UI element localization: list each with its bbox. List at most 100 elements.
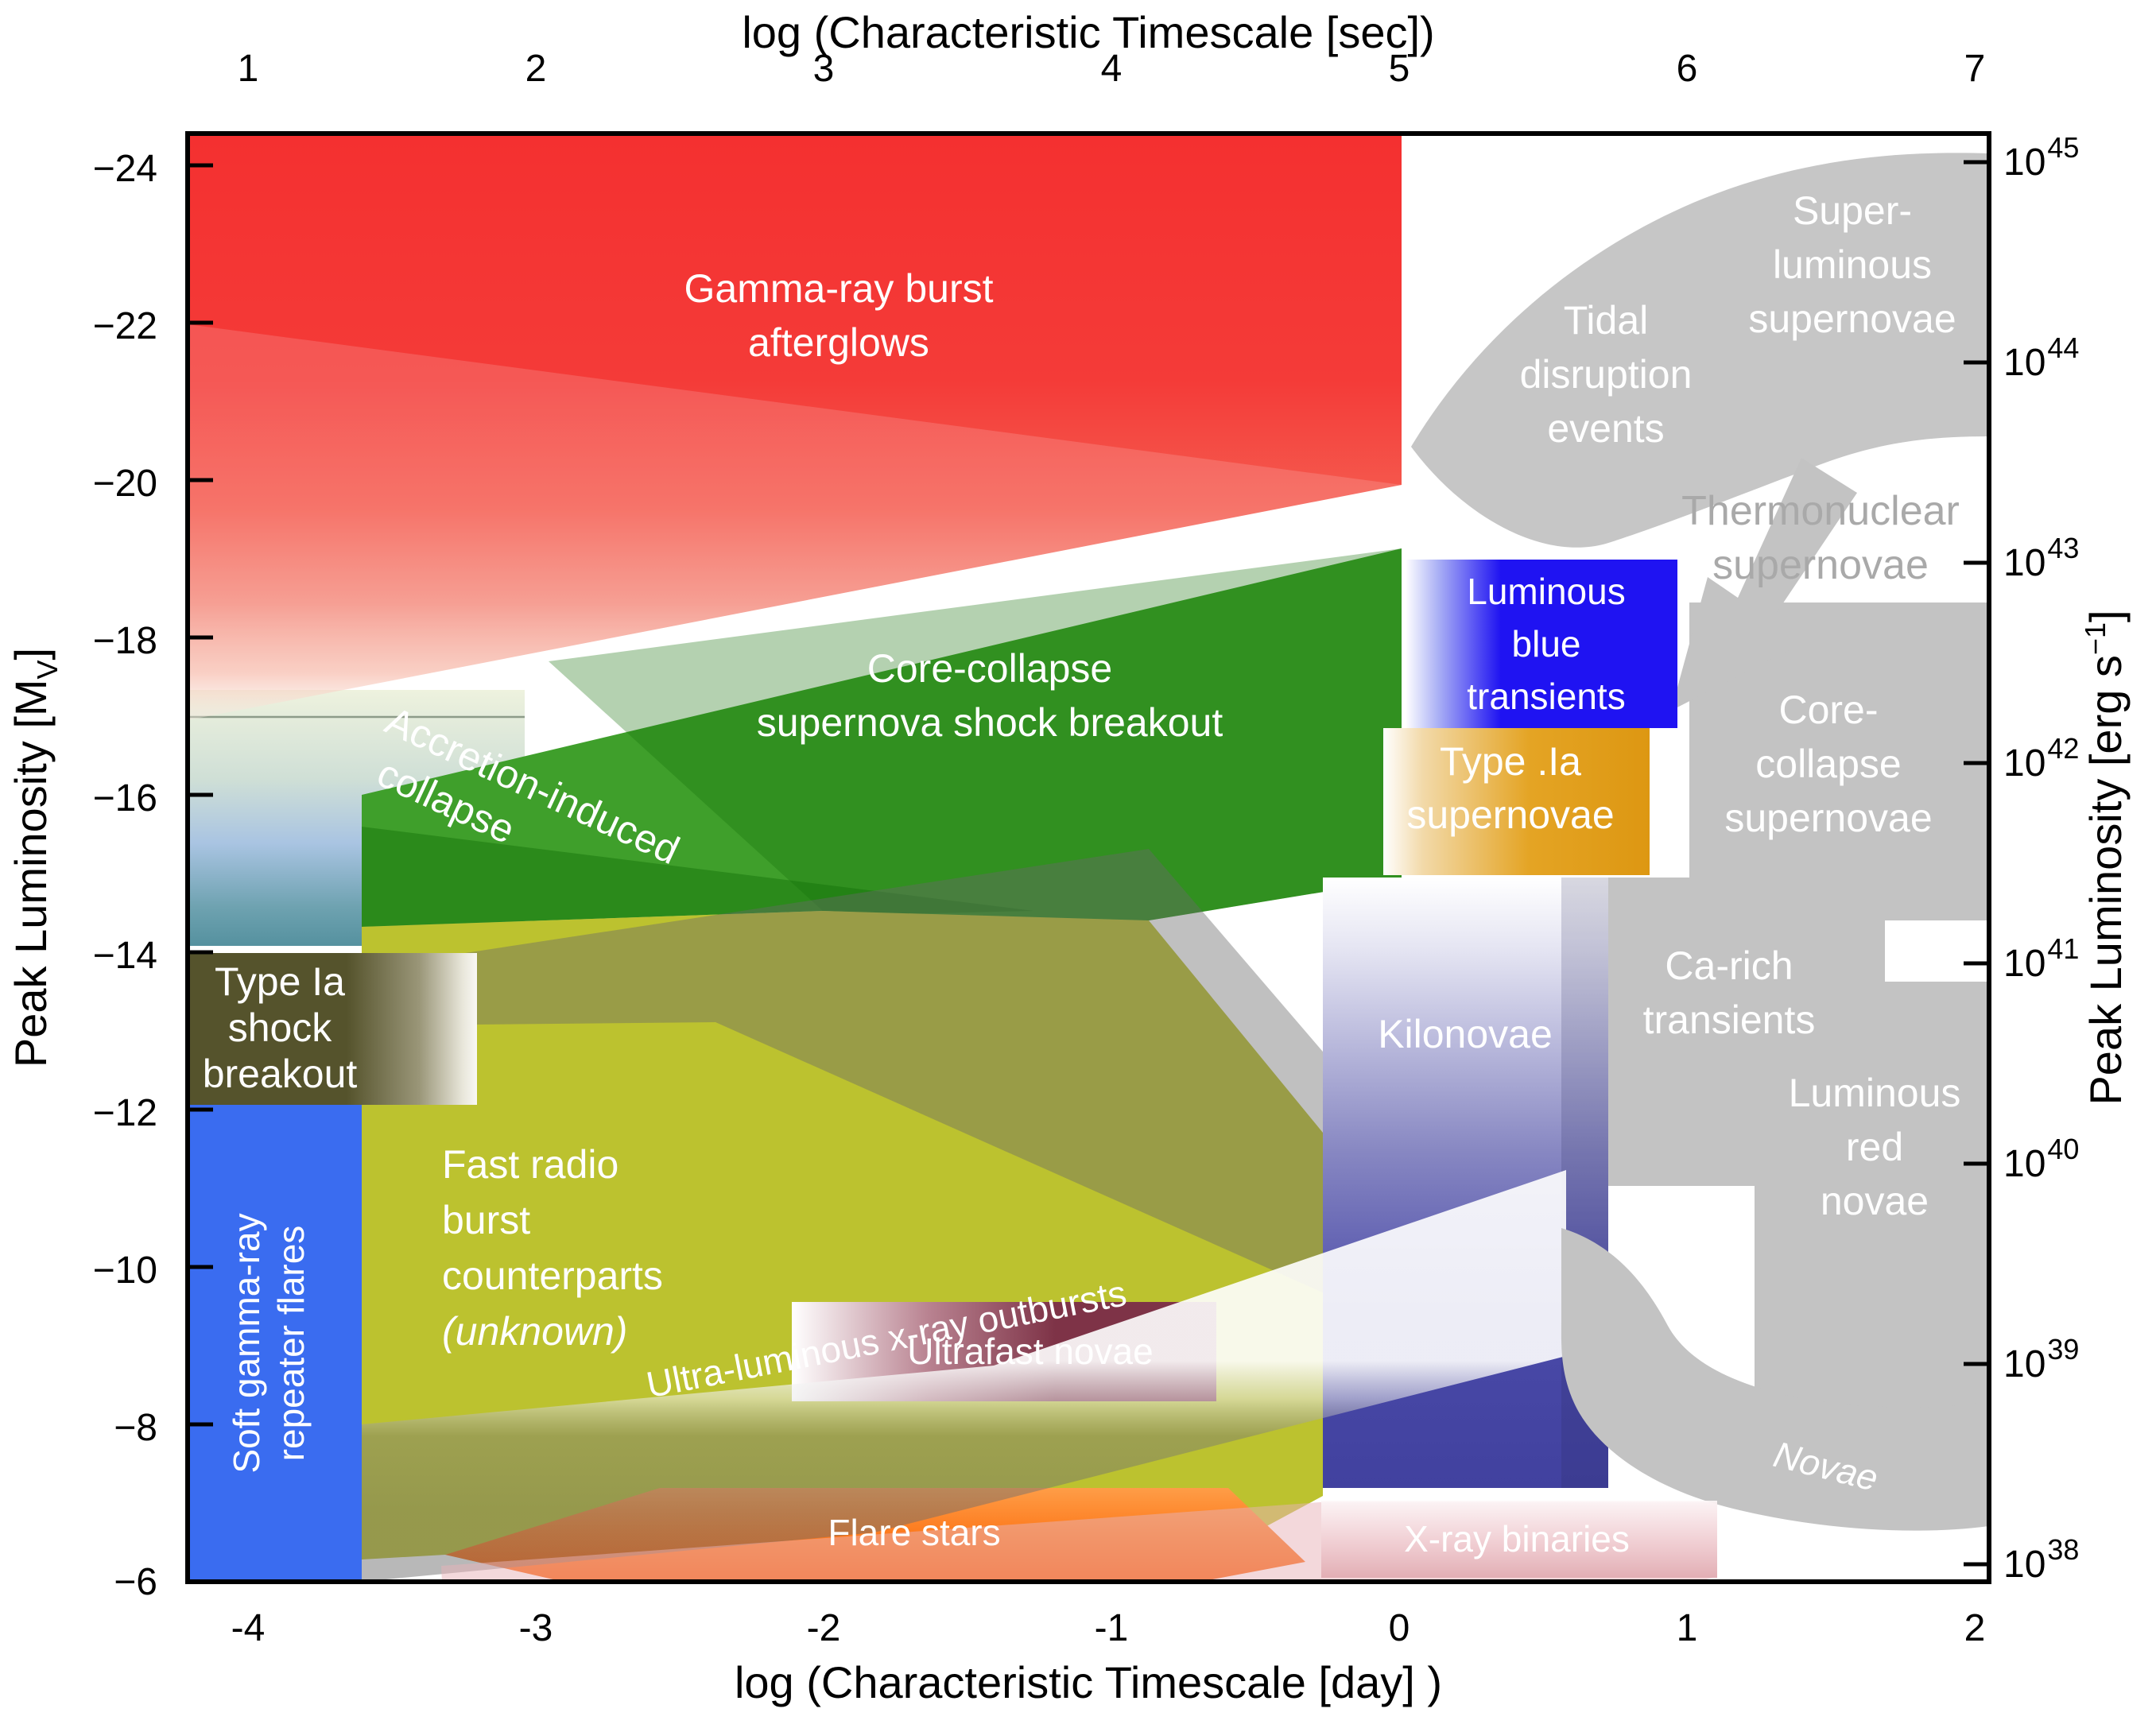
region-ccsn-shock-breakout bbox=[362, 548, 1402, 927]
top-tick-5: 5 bbox=[1389, 48, 1410, 90]
svg-text:1038: 1038 bbox=[2003, 1533, 2079, 1586]
region-type-dot-ia bbox=[1383, 728, 1650, 875]
left-tick-m8: −8 bbox=[114, 1407, 157, 1449]
gray-block-notch-right bbox=[1885, 920, 1989, 982]
label-carich-line2: transients bbox=[1643, 998, 1816, 1042]
right-tick-45-exp: 45 bbox=[2047, 131, 2079, 164]
top-tick-2: 2 bbox=[525, 48, 547, 90]
label-lbt-line2: blue bbox=[1512, 623, 1581, 664]
label-dotia-line1: Type .Ia bbox=[1440, 739, 1581, 784]
top-tick-1: 1 bbox=[238, 48, 259, 90]
left-tick-m22: −22 bbox=[93, 305, 157, 347]
right-tick-42-exp: 42 bbox=[2047, 732, 2079, 765]
right-tick-39-exp: 39 bbox=[2047, 1333, 2079, 1366]
label-slsn-line1: Super- bbox=[1793, 188, 1912, 233]
thermonuclear-arrow-icon bbox=[1671, 458, 1857, 711]
top-tick-labels: 1 2 3 4 5 6 7 bbox=[238, 48, 1986, 90]
region-ccsn-shock-breakout-dark1 bbox=[549, 548, 1402, 922]
label-lbt-line3: transients bbox=[1467, 676, 1625, 717]
svg-text:1039: 1039 bbox=[2003, 1333, 2079, 1385]
right-tick-45-base: 10 bbox=[2003, 141, 2045, 184]
region-tde-slsn-cloud bbox=[1411, 153, 1989, 548]
label-ccsn-line3: supernovae bbox=[1724, 796, 1932, 840]
label-ultrafast: Ultrafast novae bbox=[907, 1331, 1153, 1372]
label-lbt-line1: Luminous bbox=[1467, 571, 1625, 612]
label-lrn-line3: novae bbox=[1821, 1179, 1929, 1223]
label-x-ray-binaries: X-ray binaries bbox=[1404, 1518, 1630, 1559]
top-tick-6: 6 bbox=[1677, 48, 1698, 90]
right-tick-40-exp: 40 bbox=[2047, 1133, 2079, 1165]
left-tick-marks bbox=[188, 163, 213, 1584]
left-tick-m24: −24 bbox=[93, 148, 157, 190]
right-tick-41-base: 10 bbox=[2003, 943, 2045, 985]
label-ccsb-line2: supernova shock breakout bbox=[757, 700, 1223, 745]
svg-text:1044: 1044 bbox=[2003, 331, 2079, 384]
right-tick-41-exp: 41 bbox=[2047, 932, 2079, 965]
label-kilonovae: Kilonovae bbox=[1378, 1012, 1553, 1056]
region-ulx-band bbox=[362, 1170, 1566, 1582]
label-grb-line1: Gamma-ray burst bbox=[684, 266, 994, 311]
label-sgr-line1: Soft gamma-ray bbox=[226, 1213, 267, 1473]
left-tick-m20: −20 bbox=[93, 463, 157, 505]
left-tick-labels: −24 −22 −20 −18 −16 −14 −12 −10 −8 −6 bbox=[93, 148, 157, 1603]
label-thermonuclear-line2: supernovae bbox=[1712, 542, 1929, 588]
label-ccsb-line1: Core-collapse bbox=[867, 646, 1112, 691]
label-tde-line3: events bbox=[1547, 406, 1664, 451]
label-frb-line1: Fast radio bbox=[442, 1142, 618, 1187]
right-tick-39-base: 10 bbox=[2003, 1343, 2045, 1385]
label-slsn-line2: luminous bbox=[1773, 242, 1932, 287]
right-tick-43-exp: 43 bbox=[2047, 532, 2079, 564]
bottom-tick-m1: -1 bbox=[1095, 1607, 1129, 1649]
plot-frame bbox=[185, 131, 1991, 1584]
region-gray-band-upper bbox=[397, 849, 1356, 1304]
bottom-tick-m3: -3 bbox=[519, 1607, 553, 1649]
label-tiasb-line3: breakout bbox=[203, 1052, 358, 1096]
region-sgr-flares bbox=[188, 1105, 362, 1582]
left-tick-m18: −18 bbox=[93, 620, 157, 662]
bottom-tick-0: 0 bbox=[1389, 1607, 1410, 1649]
left-axis-title: Peak Luminosity [MV] bbox=[6, 648, 64, 1067]
axes: 1 2 3 4 5 6 7 -4 -3 -2 -1 0 1 2 −24 −22 … bbox=[6, 7, 2131, 1707]
label-slsn-line3: supernovae bbox=[1748, 296, 1956, 341]
top-tick-7: 7 bbox=[1964, 48, 1986, 90]
right-tick-43-base: 10 bbox=[2003, 542, 2045, 584]
region-grb-afterglows-light bbox=[188, 324, 1402, 720]
left-tick-m14: −14 bbox=[93, 935, 157, 977]
region-type-ia-shock-breakout bbox=[188, 953, 477, 1105]
bottom-tick-m2: -2 bbox=[807, 1607, 841, 1649]
label-lrn-line2: red bbox=[1846, 1125, 1903, 1169]
region-ccsn-shock-breakout-dark2 bbox=[362, 827, 1033, 927]
left-tick-m16: −16 bbox=[93, 777, 157, 819]
label-tiasb-line1: Type Ia bbox=[215, 959, 345, 1004]
bottom-tick-1: 1 bbox=[1677, 1607, 1698, 1649]
label-grb-line2: afterglows bbox=[748, 320, 929, 365]
svg-text:1043: 1043 bbox=[2003, 532, 2079, 584]
left-tick-m12: −12 bbox=[93, 1092, 157, 1134]
left-tick-m10: −10 bbox=[93, 1250, 157, 1292]
label-frb-line4: (unknown) bbox=[442, 1309, 627, 1354]
top-axis-title: log (Characteristic Timescale [sec]) bbox=[742, 7, 1434, 57]
label-dotia-line2: supernovae bbox=[1406, 792, 1614, 837]
region-novae-band bbox=[1561, 1228, 1989, 1531]
label-tiasb-line2: shock bbox=[228, 1005, 333, 1050]
label-tde-line1: Tidal bbox=[1564, 298, 1649, 343]
region-luminous-red-novae-block bbox=[1755, 982, 1989, 1435]
right-axis-title: Peak Luminosity [erg s−1] bbox=[2079, 610, 2131, 1105]
bottom-tick-2: 2 bbox=[1964, 1607, 1986, 1649]
right-tick-labels: 1045 1044 1043 1042 1041 1040 1039 1038 bbox=[2003, 131, 2079, 1586]
right-tick-marks bbox=[1964, 160, 1989, 1567]
label-sgr-line2: repeater flares bbox=[270, 1226, 312, 1462]
right-tick-40-base: 10 bbox=[2003, 1143, 2045, 1185]
top-tick-3: 3 bbox=[813, 48, 835, 90]
label-tde-line2: disruption bbox=[1520, 352, 1693, 397]
region-grb-afterglows bbox=[188, 134, 1402, 720]
label-sgr: Soft gamma-ray repeater flares bbox=[226, 1213, 312, 1473]
right-tick-44-base: 10 bbox=[2003, 342, 2045, 384]
right-tick-44-exp: 44 bbox=[2047, 331, 2079, 364]
bottom-tick-labels: -4 -3 -2 -1 0 1 2 bbox=[231, 1607, 1986, 1649]
top-tick-4: 4 bbox=[1101, 48, 1123, 90]
bottom-axis-title: log (Characteristic Timescale [day] ) bbox=[735, 1657, 1442, 1707]
bottom-tick-m4: -4 bbox=[231, 1607, 266, 1649]
